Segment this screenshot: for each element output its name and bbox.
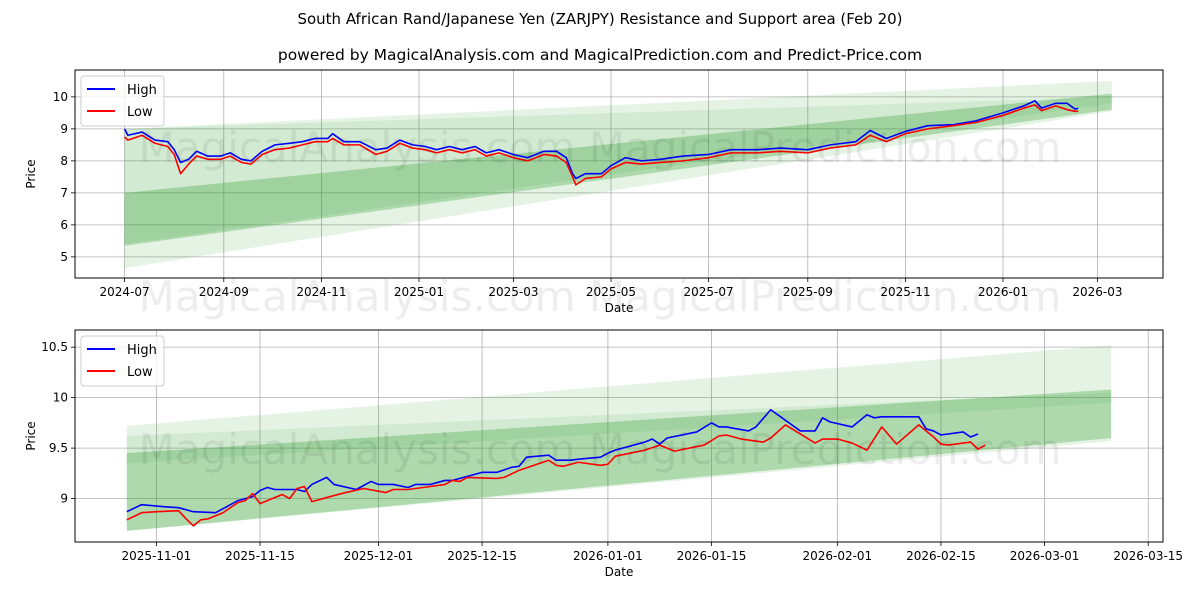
x-axis-label: Date [605, 301, 634, 315]
chart-subtitle: powered by MagicalAnalysis.com and Magic… [277, 46, 923, 64]
x-tick-label: 2026-03-15 [1113, 549, 1183, 563]
y-tick-label: 10 [53, 391, 68, 405]
y-axis-label: Price [24, 421, 38, 450]
x-tick-label: 2026-02-15 [906, 549, 976, 563]
chart-title: South African Rand/Japanese Yen (ZARJPY)… [297, 10, 903, 28]
x-tick-label: 2025-03 [488, 285, 538, 299]
x-tick-label: 2025-07 [684, 285, 734, 299]
x-tick-label: 2026-01-01 [573, 549, 643, 563]
y-tick-label: 8 [60, 154, 68, 168]
y-tick-label: 9 [60, 122, 68, 136]
watermark-text: MagicalAnalysis.com MagicalPrediction.co… [139, 425, 1062, 474]
x-tick-label: 2025-11-15 [225, 549, 295, 563]
legend: High Low [80, 335, 165, 387]
support-resistance-band [126, 389, 1112, 531]
x-tick-label: 2024-11 [296, 285, 346, 299]
y-tick-label: 9.5 [49, 441, 68, 455]
axes-frame [74, 329, 1164, 543]
x-tick-label: 2026-01-15 [677, 549, 747, 563]
x-tick-label: 2026-03 [1072, 285, 1122, 299]
y-tick-label: 7 [60, 186, 68, 200]
x-tick-label: 2025-12-15 [447, 549, 517, 563]
x-tick-label: 2026-01 [978, 285, 1028, 299]
x-tick-label: 2025-05 [586, 285, 636, 299]
series-line-high [126, 408, 979, 514]
support-resistance-band [124, 80, 1112, 269]
x-tick-label: 2025-01 [394, 285, 444, 299]
x-tick-label: 2024-07 [100, 285, 150, 299]
y-tick-label: 6 [60, 218, 68, 232]
support-resistance-band [126, 345, 1112, 531]
support-resistance-band [124, 93, 1112, 246]
y-tick-label: 10.5 [41, 340, 68, 354]
axes-frame [74, 69, 1164, 279]
x-tick-label: 2025-09 [783, 285, 833, 299]
x-tick-label: 2025-11-01 [122, 549, 192, 563]
series-line-low [126, 424, 986, 527]
legend-label-high: High [127, 83, 157, 98]
plot-area [126, 345, 1112, 531]
x-tick-label: 2025-11 [880, 285, 930, 299]
y-tick-label: 10 [53, 90, 68, 104]
series-line-low [124, 104, 1079, 186]
x-axis-label: Date [605, 565, 634, 579]
legend: High Low [80, 75, 165, 127]
legend-label-low: Low [127, 365, 153, 380]
x-tick-label: 2026-02-01 [802, 549, 872, 563]
y-tick-label: 9 [60, 492, 68, 506]
x-tick-label: 2026-03-01 [1010, 549, 1080, 563]
y-axis-label: Price [24, 159, 38, 188]
y-tick-label: 5 [60, 250, 68, 264]
chart-2: 2025-11-01 2025-11-15 2025-12-01 2025-12-15… [24, 329, 1183, 579]
chart-1: 2024-07 2024-09 2024-11 2025-01 2025-03 2025-… [24, 69, 1164, 315]
plot-area [123, 80, 1112, 269]
x-tick-label: 2024-09 [199, 285, 249, 299]
watermark-text: MagicalAnalysis.com MagicalPrediction.co… [139, 272, 1062, 321]
legend-label-low: Low [127, 105, 153, 120]
watermark-text: MagicalAnalysis.com MagicalPrediction.co… [139, 123, 1062, 172]
legend-label-high: High [127, 343, 157, 358]
series-line-high [123, 99, 1079, 180]
x-tick-label: 2025-12-01 [344, 549, 414, 563]
support-resistance-band [126, 392, 1112, 464]
